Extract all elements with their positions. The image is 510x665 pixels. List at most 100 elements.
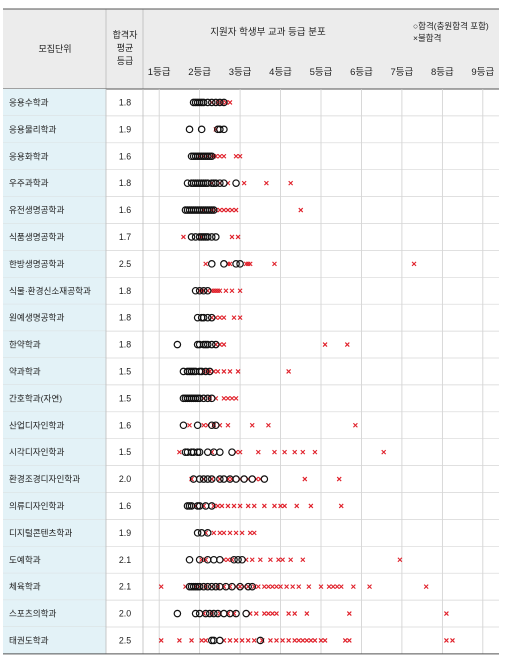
pass-mark xyxy=(201,609,210,618)
pass-mark xyxy=(232,475,240,483)
fail-mark xyxy=(227,530,233,536)
fail-mark xyxy=(201,422,207,428)
fail-mark xyxy=(235,234,241,240)
fail-mark-stroke xyxy=(288,180,294,186)
pass-mark xyxy=(220,98,228,107)
fail-mark xyxy=(308,503,314,509)
pass-mark xyxy=(234,555,242,564)
fail-mark-stroke xyxy=(245,503,251,509)
fail-mark-stroke xyxy=(189,638,194,643)
unit-label: 간호학과(자연) xyxy=(9,393,62,403)
x-tick-label: 6등급 xyxy=(350,67,373,78)
pass-mark xyxy=(216,636,224,645)
unit-label-cell xyxy=(3,169,106,197)
fail-mark-stroke xyxy=(304,638,310,643)
fail-mark-stroke xyxy=(272,261,277,267)
fail-mark-stroke xyxy=(296,638,302,643)
fail-mark xyxy=(322,342,328,347)
unit-label: 약과학과 xyxy=(9,365,41,376)
fail-mark xyxy=(300,449,306,455)
pass-mark xyxy=(207,340,216,349)
pass-mark xyxy=(240,475,248,483)
fail-mark-stroke xyxy=(346,611,352,616)
fail-mark-stroke xyxy=(233,153,239,159)
fail-mark-stroke xyxy=(381,449,387,455)
avg-grade-value: 1.5 xyxy=(119,393,131,403)
fail-mark xyxy=(266,584,271,590)
pass-mark xyxy=(244,582,252,591)
fail-mark xyxy=(282,503,287,509)
fail-mark xyxy=(280,638,285,643)
fail-mark xyxy=(290,584,296,590)
fail-mark xyxy=(272,261,277,267)
avg-grade-value: 2.1 xyxy=(119,582,131,592)
unit-label-cell xyxy=(3,573,106,601)
x-tick-label: 9등급 xyxy=(471,67,494,78)
fail-mark xyxy=(298,207,304,213)
fail-mark-stroke xyxy=(227,100,233,105)
fail-mark xyxy=(280,557,285,563)
fail-mark xyxy=(270,611,275,616)
fail-mark xyxy=(423,584,429,590)
pass-mark xyxy=(238,555,246,564)
unit-label: 의류디자인학과 xyxy=(9,501,64,511)
pass-mark xyxy=(207,582,216,591)
fail-mark-stroke xyxy=(217,207,223,213)
fail-mark xyxy=(397,557,403,563)
pass-mark xyxy=(216,475,224,483)
fail-mark xyxy=(247,530,253,536)
pass-mark xyxy=(195,394,204,403)
fail-mark xyxy=(241,180,247,186)
fail-mark xyxy=(221,315,227,321)
fail-mark xyxy=(300,557,306,563)
fail-mark xyxy=(296,638,302,643)
fail-mark xyxy=(302,476,308,482)
fail-mark-stroke xyxy=(235,234,241,240)
pass-mark xyxy=(216,448,224,456)
fail-mark-stroke xyxy=(221,395,227,401)
fail-mark-stroke xyxy=(177,449,182,455)
fail-mark xyxy=(215,503,221,509)
fail-mark xyxy=(268,638,273,643)
fail-mark-stroke xyxy=(338,503,344,509)
fail-mark-stroke xyxy=(251,503,257,509)
fail-mark xyxy=(292,611,298,616)
fail-mark-stroke xyxy=(247,261,253,267)
fail-mark xyxy=(257,557,263,563)
fail-mark xyxy=(181,234,186,240)
pass-mark xyxy=(195,286,204,295)
fail-mark-stroke xyxy=(274,584,279,590)
fail-mark xyxy=(286,611,292,616)
fail-mark-stroke xyxy=(300,449,306,455)
fail-mark-stroke xyxy=(367,584,372,590)
fail-mark xyxy=(352,422,358,428)
pass-mark xyxy=(199,475,208,483)
pass-mark xyxy=(201,367,210,376)
fail-mark xyxy=(326,584,332,590)
pass-mark xyxy=(203,233,212,241)
fail-mark xyxy=(227,100,233,105)
avg-grade-value: 1.8 xyxy=(119,340,131,350)
fail-mark-stroke xyxy=(255,584,261,590)
pass-mark xyxy=(191,286,200,295)
unit-label: 우주과학과 xyxy=(9,178,49,188)
fail-mark xyxy=(211,530,217,536)
pass-mark xyxy=(203,98,212,107)
fail-mark-stroke xyxy=(225,503,231,509)
fail-mark xyxy=(237,288,243,294)
fail-mark xyxy=(229,234,235,240)
fail-mark xyxy=(278,503,283,509)
pass-mark xyxy=(209,206,218,214)
avg-grade-value: 1.9 xyxy=(119,124,131,134)
fail-mark-stroke xyxy=(318,584,324,590)
pass-mark xyxy=(207,475,216,483)
pass-mark xyxy=(212,421,220,430)
fail-mark xyxy=(274,611,279,616)
fail-mark-stroke xyxy=(229,288,235,294)
fail-mark xyxy=(237,315,243,321)
pass-mark xyxy=(212,179,220,187)
fail-mark xyxy=(346,611,352,616)
fail-mark-stroke xyxy=(302,476,308,482)
pass-mark xyxy=(193,421,202,430)
fail-mark xyxy=(292,638,298,643)
